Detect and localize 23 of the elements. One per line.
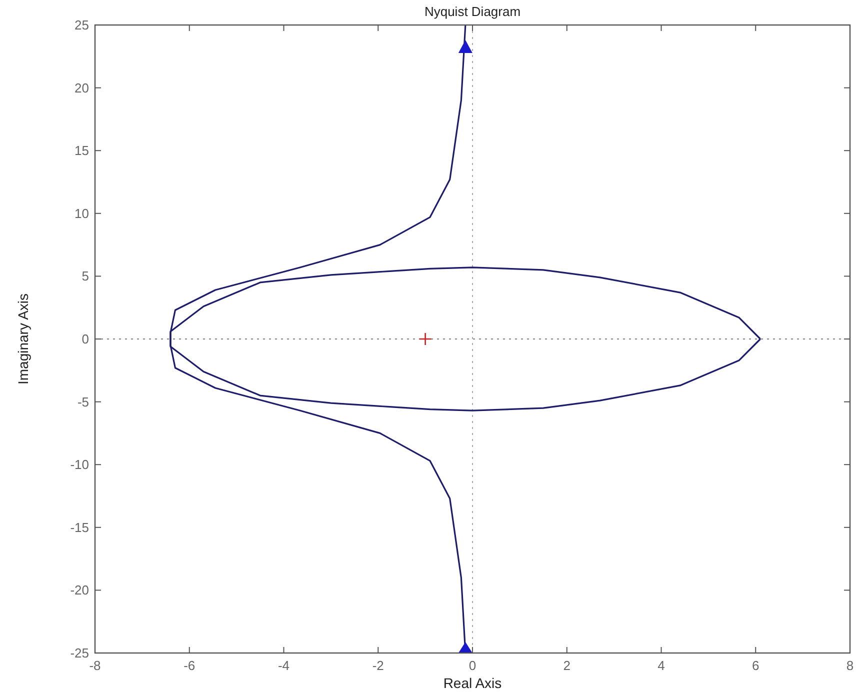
x-tick-label: -8 bbox=[89, 658, 101, 673]
x-tick-label: -2 bbox=[372, 658, 384, 673]
x-tick-label: 8 bbox=[846, 658, 854, 673]
y-tick-label: -15 bbox=[70, 520, 89, 535]
x-tick-label: -6 bbox=[184, 658, 196, 673]
y-tick-label: 15 bbox=[74, 143, 89, 158]
y-tick-label: 0 bbox=[82, 332, 89, 346]
y-tick-label: -25 bbox=[70, 646, 89, 660]
y-tick-label: -10 bbox=[70, 457, 89, 472]
y-tick-label: 10 bbox=[74, 206, 89, 221]
y-tick-label: 25 bbox=[74, 18, 89, 32]
x-tick-label: 6 bbox=[752, 658, 760, 673]
y-axis-title: Imaginary Axis bbox=[15, 293, 31, 385]
x-tick-label: 2 bbox=[563, 658, 570, 673]
y-tick-label: 5 bbox=[82, 268, 89, 284]
x-tick-label: -4 bbox=[278, 658, 290, 673]
y-tick-label: -20 bbox=[70, 582, 89, 598]
x-tick-label: 0 bbox=[468, 658, 476, 673]
y-tick-label: -5 bbox=[77, 394, 89, 410]
x-axis-title: Real Axis bbox=[443, 675, 502, 691]
chart-title: Nyquist Diagram bbox=[424, 4, 521, 19]
x-tick-label: 4 bbox=[658, 658, 665, 673]
y-tick-label: 20 bbox=[74, 80, 89, 96]
